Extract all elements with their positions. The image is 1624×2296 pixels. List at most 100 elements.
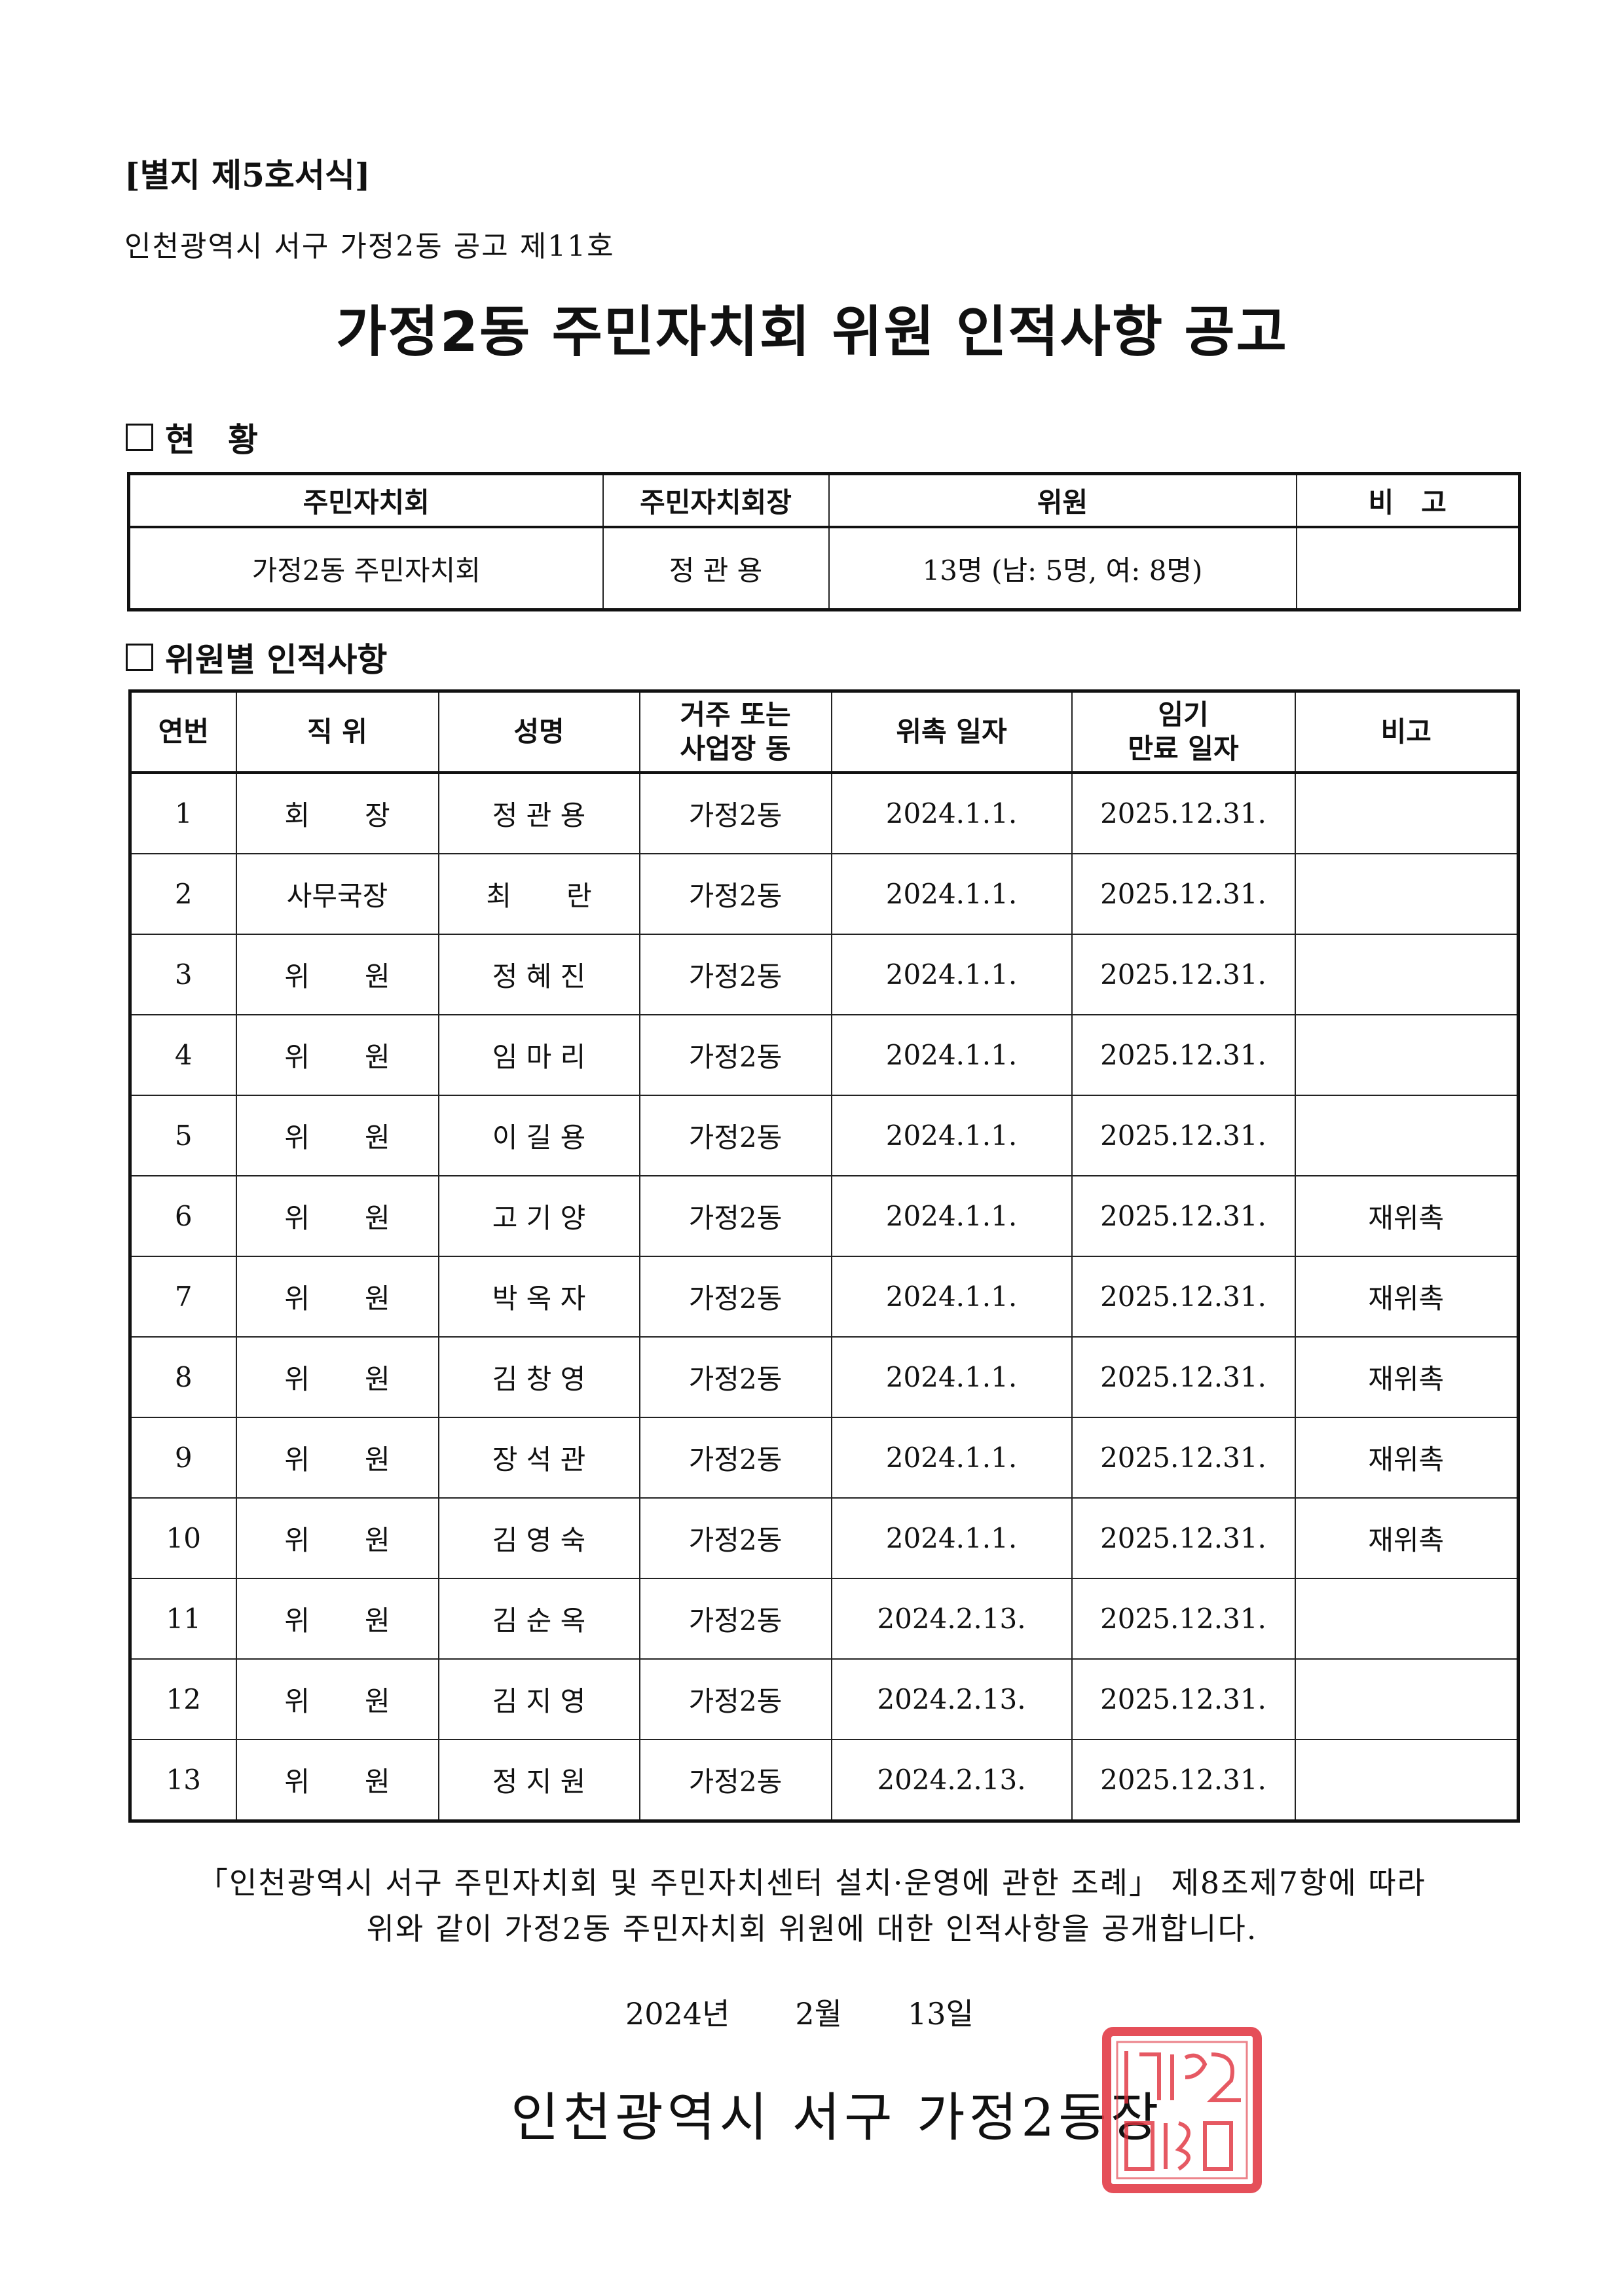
cell-district: 가정2동 (638, 1658, 832, 1740)
cell-index: 3 (129, 934, 237, 1015)
cell-term-end-date: 2025.12.31. (1071, 1336, 1296, 1418)
cell-district: 가정2동 (638, 1739, 832, 1822)
cell-district: 가정2동 (638, 1095, 832, 1176)
cell-name: 김 창 영 (437, 1336, 640, 1418)
cell-name: 김 지 영 (437, 1658, 640, 1740)
cell-index: 11 (129, 1578, 237, 1660)
cell-appointed-date: 2024.1.1. (830, 1417, 1073, 1499)
cell-name: 김 영 숙 (437, 1497, 640, 1579)
cell-position: 위 원 (235, 1658, 439, 1740)
col-header: 주민자치회장 (602, 473, 830, 528)
cell-note: 재위촉 (1294, 1336, 1519, 1418)
section-members-heading: 위원별 인적사항 (126, 634, 387, 681)
cell-name: 박 옥 자 (437, 1256, 640, 1338)
cell-name: 김 순 옥 (437, 1578, 640, 1660)
cell-members: 13명 (남: 5명, 여: 8명) (828, 526, 1297, 611)
col-header: 거주 또는 사업장 동 (638, 690, 832, 774)
col-header: 연번 (129, 690, 237, 774)
cell-position: 위 원 (235, 1256, 439, 1338)
cell-appointed-date: 2024.1.1. (830, 1497, 1073, 1579)
col-header: 임기 만료 일자 (1071, 690, 1296, 774)
date-month: 2월 (795, 1996, 842, 2032)
cell-name: 최 란 (437, 853, 640, 935)
cell-appointed-date: 2024.2.13. (830, 1739, 1073, 1822)
cell-index: 10 (129, 1497, 237, 1579)
cell-district: 가정2동 (638, 1417, 832, 1499)
cell-appointed-date: 2024.2.13. (830, 1658, 1073, 1740)
square-bullet-icon (126, 644, 153, 671)
cell-index: 7 (129, 1256, 237, 1338)
form-label: [별지 제5호서식] (124, 156, 371, 194)
cell-position: 위 원 (235, 1417, 439, 1499)
cell-district: 가정2동 (638, 772, 832, 854)
cell-position: 위 원 (235, 1336, 439, 1418)
cell-position: 위 원 (235, 934, 439, 1015)
cell-appointed-date: 2024.1.1. (830, 1014, 1073, 1096)
cell-appointed-date: 2024.2.13. (830, 1578, 1073, 1660)
cell-district: 가정2동 (638, 1497, 832, 1579)
cell-term-end-date: 2025.12.31. (1071, 1175, 1296, 1257)
cell-note (1294, 772, 1519, 854)
legal-basis-text: 「인천광역시 서구 주민자치회 및 주민자치센터 설치·운영에 관한 조례」 제… (198, 1865, 1426, 1901)
cell-district: 가정2동 (638, 1336, 832, 1418)
cell-term-end-date: 2025.12.31. (1071, 1739, 1296, 1822)
col-header: 직 위 (235, 690, 439, 774)
page-title: 가정2동 주민자치회 위원 인적사항 공고 (336, 300, 1288, 364)
cell-appointed-date: 2024.1.1. (830, 853, 1073, 935)
cell-note (1294, 1014, 1519, 1096)
cell-term-end-date: 2025.12.31. (1071, 1014, 1296, 1096)
cell-note (1294, 1095, 1519, 1176)
cell-note: 재위촉 (1294, 1256, 1519, 1338)
cell-appointed-date: 2024.1.1. (830, 1256, 1073, 1338)
cell-position: 위 원 (235, 1497, 439, 1579)
col-header: 주민자치회 (128, 473, 604, 528)
cell-name: 장 석 관 (437, 1417, 640, 1499)
cell-appointed-date: 2024.1.1. (830, 1336, 1073, 1418)
signature: 인천광역시 서구 가정2동장 (511, 2087, 1163, 2148)
cell-term-end-date: 2025.12.31. (1071, 1578, 1296, 1660)
cell-position: 위 원 (235, 1739, 439, 1822)
cell-position: 위 원 (235, 1014, 439, 1096)
cell-term-end-date: 2025.12.31. (1071, 853, 1296, 935)
cell-index: 1 (129, 772, 237, 854)
cell-note (1294, 1739, 1519, 1822)
cell-name: 고 기 양 (437, 1175, 640, 1257)
cell-term-end-date: 2025.12.31. (1071, 1497, 1296, 1579)
cell-council: 가정2동 주민자치회 (128, 526, 604, 611)
notice-date: 2024년 2월 13일 (625, 1990, 974, 2033)
cell-index: 4 (129, 1014, 237, 1096)
cell-index: 12 (129, 1658, 237, 1740)
square-bullet-icon (126, 424, 153, 451)
cell-appointed-date: 2024.1.1. (830, 772, 1073, 854)
cell-note (1294, 1578, 1519, 1660)
cell-appointed-date: 2024.1.1. (830, 1175, 1073, 1257)
official-seal-icon (1102, 2027, 1262, 2193)
cell-note: 재위촉 (1294, 1417, 1519, 1499)
cell-index: 5 (129, 1095, 237, 1176)
cell-index: 6 (129, 1175, 237, 1257)
cell-index: 2 (129, 853, 237, 935)
cell-term-end-date: 2025.12.31. (1071, 772, 1296, 854)
table-row: 2 사무국장 최 란 가정2동 2024.1.1. 2025.12.31. (129, 853, 1519, 935)
section-status-heading: 현 황 (126, 414, 258, 461)
section-members-label: 위원별 인적사항 (165, 640, 388, 679)
cell-name: 이 길 용 (437, 1095, 640, 1176)
date-day: 13일 (907, 1996, 974, 2032)
date-year: 2024년 (625, 1996, 730, 2032)
cell-name: 정 관 용 (437, 772, 640, 854)
cell-index: 8 (129, 1336, 237, 1418)
cell-term-end-date: 2025.12.31. (1071, 1095, 1296, 1176)
col-header: 비고 (1294, 690, 1519, 774)
cell-note (1294, 1658, 1519, 1740)
cell-position: 위 원 (235, 1578, 439, 1660)
